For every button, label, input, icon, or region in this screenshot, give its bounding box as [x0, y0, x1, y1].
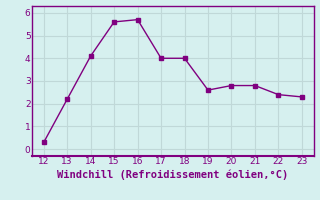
X-axis label: Windchill (Refroidissement éolien,°C): Windchill (Refroidissement éolien,°C) [57, 169, 288, 180]
